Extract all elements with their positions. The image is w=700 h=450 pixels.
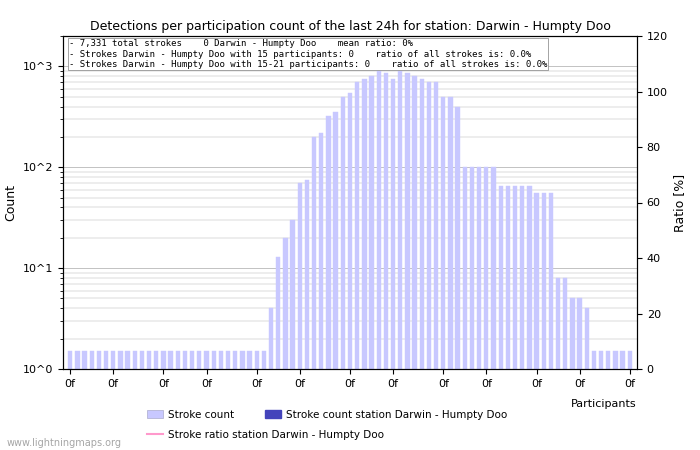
Text: - 7,331 total strokes    0 Darwin - Humpty Doo    mean ratio: 0%
- Strokes Darwi: - 7,331 total strokes 0 Darwin - Humpty … xyxy=(69,39,547,69)
Bar xyxy=(563,278,568,450)
Y-axis label: Count: Count xyxy=(4,184,18,221)
Bar xyxy=(118,351,122,450)
Bar xyxy=(319,133,323,450)
Bar xyxy=(262,351,266,450)
Bar xyxy=(384,73,388,450)
Bar xyxy=(218,351,223,450)
Bar xyxy=(255,351,259,450)
Bar xyxy=(498,186,503,450)
Bar xyxy=(247,351,252,450)
Bar xyxy=(419,79,424,450)
Bar xyxy=(140,351,144,450)
Bar xyxy=(628,351,632,450)
Bar xyxy=(183,351,187,450)
Bar xyxy=(470,167,474,450)
Bar xyxy=(491,167,496,450)
Bar xyxy=(204,351,209,450)
Bar xyxy=(570,298,575,450)
Bar xyxy=(477,167,482,450)
Bar xyxy=(284,238,288,450)
Bar xyxy=(584,308,589,450)
Bar xyxy=(412,76,416,450)
Bar xyxy=(398,71,402,450)
Bar xyxy=(348,93,352,450)
Bar xyxy=(599,351,603,450)
Bar xyxy=(233,351,237,450)
Bar xyxy=(527,186,531,450)
Bar xyxy=(592,351,596,450)
Bar xyxy=(405,73,409,450)
Bar xyxy=(556,278,560,450)
Y-axis label: Ratio [%]: Ratio [%] xyxy=(673,173,687,232)
Bar xyxy=(513,186,517,450)
Bar xyxy=(549,194,553,450)
Bar xyxy=(111,351,116,450)
Bar xyxy=(240,351,244,450)
Bar xyxy=(211,351,216,450)
Bar xyxy=(448,97,453,450)
Text: Participants: Participants xyxy=(571,399,637,409)
Bar xyxy=(534,194,539,450)
Bar xyxy=(578,298,582,450)
Bar xyxy=(104,351,108,450)
Bar xyxy=(147,351,151,450)
Bar xyxy=(226,351,230,450)
Bar xyxy=(484,167,489,450)
Bar xyxy=(161,351,166,450)
Bar xyxy=(290,220,295,450)
Bar xyxy=(312,137,316,450)
Bar xyxy=(434,82,438,450)
Bar xyxy=(456,107,460,450)
Bar xyxy=(269,308,273,450)
Bar xyxy=(326,116,330,450)
Bar xyxy=(169,351,173,450)
Bar xyxy=(613,351,617,450)
Text: www.lightningmaps.org: www.lightningmaps.org xyxy=(7,437,122,447)
Bar xyxy=(68,351,72,450)
Bar xyxy=(176,351,180,450)
Bar xyxy=(298,183,302,450)
Bar xyxy=(391,79,395,450)
Bar xyxy=(190,351,195,450)
Bar xyxy=(197,351,202,450)
Bar xyxy=(370,76,374,450)
Bar xyxy=(90,351,94,450)
Bar xyxy=(276,256,281,450)
Bar xyxy=(441,97,445,450)
Legend: Stroke ratio station Darwin - Humpty Doo: Stroke ratio station Darwin - Humpty Doo xyxy=(143,425,388,444)
Bar xyxy=(520,186,524,450)
Bar xyxy=(463,167,467,450)
Bar xyxy=(154,351,158,450)
Bar xyxy=(377,71,381,450)
Bar xyxy=(132,351,137,450)
Bar xyxy=(125,351,130,450)
Bar xyxy=(362,79,367,450)
Bar xyxy=(542,194,546,450)
Bar xyxy=(620,351,625,450)
Bar xyxy=(75,351,80,450)
Bar xyxy=(505,186,510,450)
Bar xyxy=(427,82,431,450)
Bar xyxy=(341,97,345,450)
Bar xyxy=(83,351,87,450)
Bar xyxy=(304,180,309,450)
Bar xyxy=(333,112,338,450)
Bar xyxy=(606,351,610,450)
Bar xyxy=(355,82,359,450)
Title: Detections per participation count of the last 24h for station: Darwin - Humpty : Detections per participation count of th… xyxy=(90,20,610,33)
Bar xyxy=(97,351,101,450)
